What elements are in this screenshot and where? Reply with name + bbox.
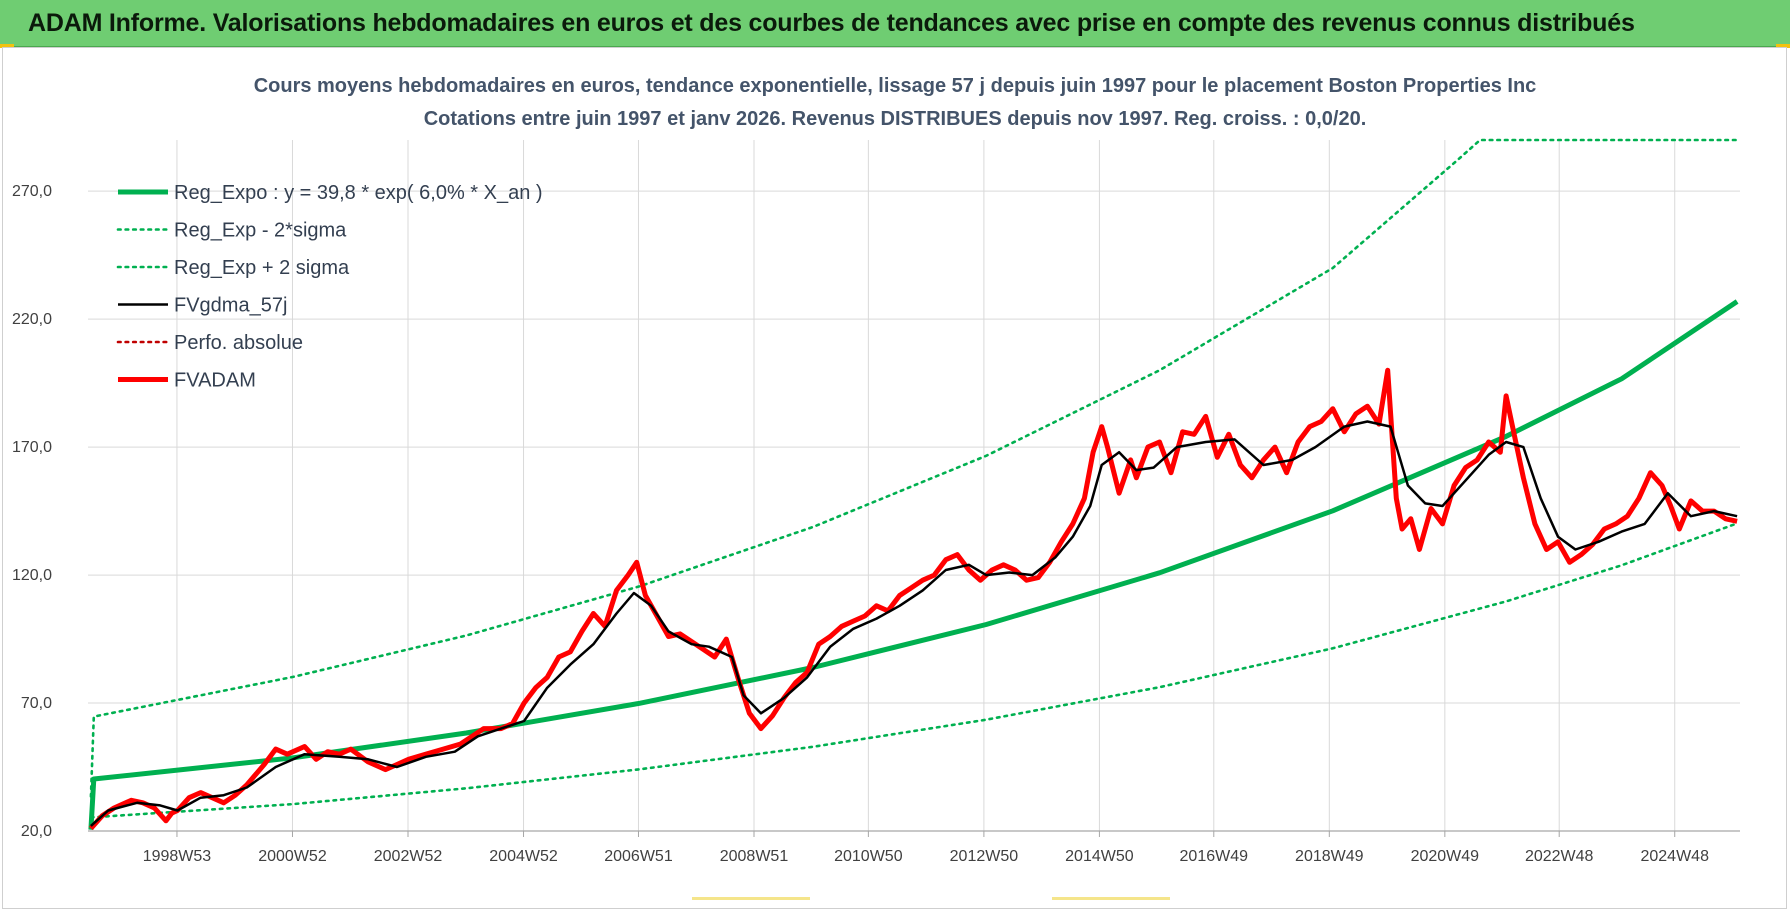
- x-tick-label: 2014W50: [1065, 848, 1134, 865]
- series-line-1: [89, 522, 1739, 819]
- series-line-2: [89, 138, 1739, 798]
- grid: [88, 140, 1740, 832]
- chart-frame: [2, 47, 1787, 909]
- series-line-0: [88, 299, 1739, 830]
- x-tick-label: 2016W49: [1180, 848, 1249, 865]
- footer-mark-1: [692, 897, 810, 900]
- x-tick-label: 2010W50: [834, 848, 903, 865]
- chart-title: Cours moyens hebdomadaires en euros, ten…: [254, 75, 1537, 97]
- x-tick-label: 1998W53: [143, 848, 212, 865]
- y-tick-label: 220,0: [12, 311, 52, 328]
- series-line-3: [90, 420, 1738, 827]
- x-tick-label: 2020W49: [1411, 848, 1480, 865]
- y-tick-label: 120,0: [12, 567, 52, 584]
- y-tick-label: 170,0: [12, 439, 52, 456]
- x-tick-label: 2006W51: [604, 848, 673, 865]
- legend-label: Reg_Exp + 2 sigma: [174, 257, 350, 279]
- x-tick-label: 2002W52: [374, 848, 443, 865]
- corner-mark-right: [1776, 44, 1790, 48]
- x-tick-label: 2000W52: [258, 848, 327, 865]
- legend-label: Reg_Exp - 2*sigma: [174, 220, 347, 242]
- x-tick-label: 2024W48: [1640, 848, 1709, 865]
- y-tick-label: 70,0: [21, 695, 52, 712]
- axes: 20,0 70,0 120,0 170,0 220,0 270,0 1998W53 2000W…: [12, 183, 1740, 865]
- corner-mark-left: [0, 44, 14, 48]
- legend: Reg_Expo : y = 39,8 * exp( 6,0% * X_an )…: [116, 182, 543, 392]
- legend-label: FVgdma_57j: [174, 295, 287, 317]
- legend-label: Reg_Expo : y = 39,8 * exp( 6,0% * X_an ): [174, 182, 543, 204]
- x-tick-label: 2012W50: [950, 848, 1019, 865]
- x-tick-label: 2022W48: [1525, 848, 1594, 865]
- legend-label: FVADAM: [174, 370, 256, 392]
- report-banner: ADAM Informe. Valorisations hebdomadaire…: [0, 0, 1790, 47]
- y-tick-label: 270,0: [12, 183, 52, 200]
- x-tick-label: 2004W52: [489, 848, 558, 865]
- y-tick-label: 20,0: [21, 823, 52, 840]
- footer-mark-2: [1052, 897, 1170, 900]
- report-title: ADAM Informe. Valorisations hebdomadaire…: [28, 9, 1635, 37]
- x-tick-label: 2008W51: [720, 848, 789, 865]
- legend-label: Perfo. absolue: [174, 332, 303, 354]
- chart-subtitle: Cotations entre juin 1997 et janv 2026. …: [424, 108, 1367, 130]
- plot-area: [88, 138, 1739, 831]
- x-tick-label: 2018W49: [1295, 848, 1364, 865]
- series-line-5: [89, 367, 1738, 831]
